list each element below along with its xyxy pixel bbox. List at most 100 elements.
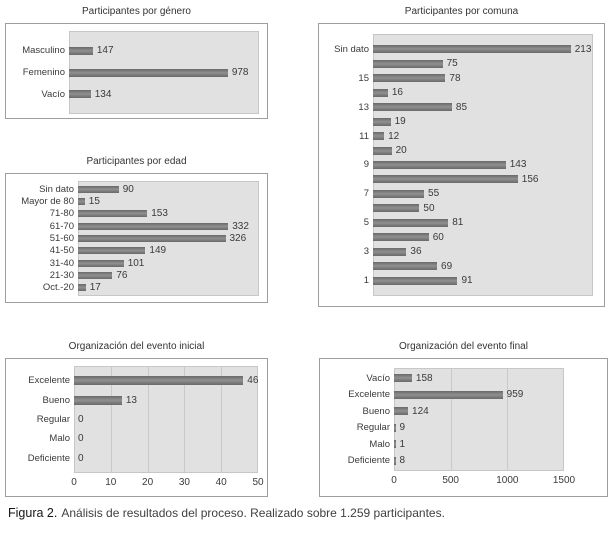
bar-row: 75 xyxy=(319,56,591,70)
value-label: 978 xyxy=(231,67,249,78)
bar-track: 158 xyxy=(394,370,562,387)
bar-row: 21-30 76 xyxy=(6,269,257,281)
value-label: 158 xyxy=(415,372,433,384)
bar-row: 69 xyxy=(319,259,591,273)
category-label: Excelente xyxy=(28,375,70,387)
gridline xyxy=(147,367,149,472)
category-label: Deficiente xyxy=(27,452,70,464)
bar xyxy=(373,146,392,155)
gridline xyxy=(220,367,222,472)
chart-title: Participantes por comuna xyxy=(404,6,519,17)
bar-row: Femenino 978 xyxy=(6,62,257,84)
bar-track: 156 xyxy=(373,172,591,186)
bar-row: 7 55 xyxy=(319,187,591,201)
value-label: 20 xyxy=(395,145,407,157)
bar-row: 13 85 xyxy=(319,100,591,114)
value-label: 55 xyxy=(428,188,440,200)
chart-participantes-por-comuna: Participantes por comuna Sin dato 213 75 15… xyxy=(318,4,605,307)
bar xyxy=(373,132,385,141)
category-label: Vacío xyxy=(41,88,65,100)
value-label: 50 xyxy=(423,202,435,214)
category-label: Regular xyxy=(356,422,390,434)
bar xyxy=(78,271,113,279)
category-label: 31-40 xyxy=(49,257,74,269)
value-label: 76 xyxy=(116,269,128,281)
tick-label: 20 xyxy=(142,477,154,488)
figure-caption-label: Figura 2. xyxy=(8,506,58,520)
bar-track: 78 xyxy=(373,71,591,85)
value-label: 0 xyxy=(78,452,84,464)
bar-row: 60 xyxy=(319,230,591,244)
tick-label: 500 xyxy=(442,475,459,486)
bar-row: Sin dato 213 xyxy=(319,42,591,56)
bar-track: 124 xyxy=(394,403,562,420)
bar-track: 1 xyxy=(394,436,562,453)
bar-row: 15 78 xyxy=(319,71,591,85)
tick-label: 10 xyxy=(105,477,117,488)
chart-panel: Vacío 158 Excelente 959 Bueno 124 Regular 9 Malo… xyxy=(319,358,608,497)
value-label: 0 xyxy=(78,433,84,445)
bar xyxy=(373,262,438,271)
bar-row: 11 12 xyxy=(319,129,591,143)
chart-panel: Sin dato 90 Mayor de 80 15 71-80 153 61-70 332 5… xyxy=(5,173,268,303)
value-label: 46 xyxy=(247,375,259,387)
bar-track: 36 xyxy=(373,245,591,259)
value-label: 81 xyxy=(452,217,464,229)
bar xyxy=(373,88,388,97)
bar-track: 9 xyxy=(394,420,562,437)
bar xyxy=(69,90,91,99)
chart-panel: Sin dato 213 75 15 78 16 13 85 19 11 12 20 9 143 156 7 5… xyxy=(318,23,605,307)
bar xyxy=(373,59,443,68)
bar-track: 134 xyxy=(69,83,257,105)
bar xyxy=(373,247,407,256)
bar-track: 76 xyxy=(78,269,257,281)
bar-track: 20 xyxy=(373,143,591,157)
bar-row: Mayor de 80 15 xyxy=(6,195,257,207)
bar-track: 143 xyxy=(373,158,591,172)
bar xyxy=(78,259,124,267)
bar-track: 75 xyxy=(373,56,591,70)
category-label: Sin dato xyxy=(39,183,74,195)
chart-participantes-por-genero: Participantes por género Masculino 147 Fem… xyxy=(5,4,268,119)
value-label: 156 xyxy=(521,173,539,185)
bar-track: 60 xyxy=(373,230,591,244)
bar-track: 85 xyxy=(373,100,591,114)
bar xyxy=(74,376,244,386)
chart-panel: Masculino 147 Femenino 978 Vacío 134 xyxy=(5,23,268,119)
chart-participantes-por-edad: Participantes por edad Sin dato 90 Mayor d… xyxy=(5,154,268,303)
gridline xyxy=(111,367,113,472)
bar-track: 13 xyxy=(74,390,256,409)
bar-track: 15 xyxy=(78,195,257,207)
figure-caption-text: Análisis de resultados del proceso. Real… xyxy=(61,506,445,520)
bar-row: 61-70 332 xyxy=(6,220,257,232)
bar-track: 69 xyxy=(373,259,591,273)
bar-row: 156 xyxy=(319,172,591,186)
bar-track: 332 xyxy=(78,220,257,232)
bar-row: 1 91 xyxy=(319,274,591,288)
value-label: 60 xyxy=(432,231,444,243)
gridline xyxy=(507,369,508,470)
bar-row: Regular 0 xyxy=(6,410,256,429)
category-label: 3 xyxy=(363,246,369,258)
category-label: Malo xyxy=(369,438,390,450)
value-label: 19 xyxy=(394,116,406,128)
bar xyxy=(373,218,449,227)
bar-track: 81 xyxy=(373,216,591,230)
value-label: 143 xyxy=(509,159,527,171)
bar-track: 16 xyxy=(373,85,591,99)
value-label: 101 xyxy=(127,257,145,269)
bar-row: 19 xyxy=(319,114,591,128)
category-label: Excelente xyxy=(348,389,390,401)
value-label: 1 xyxy=(399,438,406,450)
bar-row: 9 143 xyxy=(319,158,591,172)
value-label: 36 xyxy=(410,246,422,258)
bar-row: 20 xyxy=(319,143,591,157)
bar-row: Regular 9 xyxy=(320,420,562,437)
category-label: Malo xyxy=(49,433,70,445)
bar-track: 91 xyxy=(373,274,591,288)
category-label: 9 xyxy=(363,159,369,171)
value-label: 332 xyxy=(232,220,249,232)
bar xyxy=(394,390,503,399)
bar-row: Masculino 147 xyxy=(6,40,257,62)
bar-track: 153 xyxy=(78,208,257,220)
